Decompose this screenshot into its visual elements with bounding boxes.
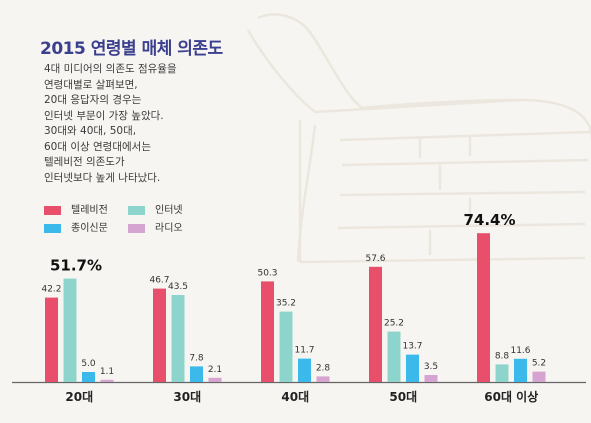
description-line: 텔레비전 의존도가: [44, 156, 125, 168]
data-label: 11.6: [510, 346, 530, 356]
legend-label: 라디오: [155, 223, 183, 234]
bar: [63, 278, 77, 382]
legend-item-tv: 텔레비전: [44, 201, 108, 216]
bar: [514, 358, 527, 382]
description-line: 60대 이상 연령대에서는: [44, 140, 151, 153]
bar: [316, 376, 330, 382]
bar: [45, 297, 58, 382]
bar: [279, 311, 293, 382]
category-label: 60대 이상: [484, 389, 538, 404]
data-label: 35.2: [276, 299, 296, 309]
bar: [153, 288, 166, 382]
data-label: 8.8: [495, 351, 510, 361]
bar: [406, 354, 419, 382]
page-title: 2015 연령별 매체 의존도: [40, 39, 223, 59]
bar: [424, 375, 438, 382]
category-label: 30대: [173, 390, 201, 404]
legend-item-internet: 인터넷: [128, 201, 183, 216]
data-label: 42.2: [41, 285, 61, 295]
bar: [190, 366, 203, 382]
bar: [477, 233, 490, 382]
data-label: 50.3: [257, 268, 277, 278]
data-label: 7.8: [189, 353, 204, 363]
data-label: 11.7: [294, 346, 314, 356]
highlight-label: 74.4%: [463, 211, 515, 229]
category-label: 40대: [281, 390, 309, 404]
bar: [82, 372, 95, 382]
bar: [100, 379, 114, 382]
legend-swatch: [128, 223, 145, 233]
data-label: 3.5: [424, 362, 438, 372]
data-label: 57.6: [365, 254, 385, 264]
legend-label: 인터넷: [155, 205, 183, 216]
description-line: 4대 미디어의 의존도 점유율을: [44, 63, 177, 75]
description-line: 인터넷 부문이 가장 높았다.: [44, 109, 164, 122]
data-label: 43.5: [168, 282, 188, 292]
bar: [261, 281, 274, 382]
category-label: 50대: [389, 390, 417, 404]
legend-item-newspaper: 종이신문: [44, 219, 108, 234]
data-label: 1.1: [100, 367, 114, 377]
legend-swatch: [128, 205, 145, 215]
description-line: 30대와 40대, 50대,: [44, 125, 137, 137]
data-label: 5.0: [81, 359, 96, 369]
bar: [495, 364, 509, 382]
bar: [298, 358, 311, 382]
bar: [532, 371, 546, 382]
legend-swatch: [44, 205, 61, 215]
data-label: 25.2: [384, 319, 404, 329]
legend-label: 텔레비전: [71, 205, 108, 216]
data-label: 5.2: [532, 359, 546, 369]
bar: [171, 295, 185, 382]
data-label: 2.1: [208, 365, 222, 375]
legend-label: 종이신문: [71, 223, 108, 234]
description-line: 연령대별로 살펴보면,: [44, 78, 138, 91]
legend-swatch: [44, 223, 61, 233]
bar: [369, 266, 382, 382]
description: 4대 미디어의 의존도 점유율을 연령대별로 살펴보면, 20대 응답자의 경우…: [44, 62, 274, 186]
data-label: 2.8: [316, 363, 331, 373]
category-label: 20대: [65, 390, 93, 404]
description-line: 인터넷보다 높게 나타났다.: [44, 171, 161, 184]
description-line: 20대 응답자의 경우는: [44, 94, 142, 106]
highlight-label: 51.7%: [50, 257, 102, 275]
bar: [208, 377, 222, 382]
legend-item-radio: 라디오: [128, 219, 183, 234]
data-label: 13.7: [402, 342, 422, 352]
bar: [387, 331, 401, 382]
data-label: 46.7: [149, 276, 169, 286]
